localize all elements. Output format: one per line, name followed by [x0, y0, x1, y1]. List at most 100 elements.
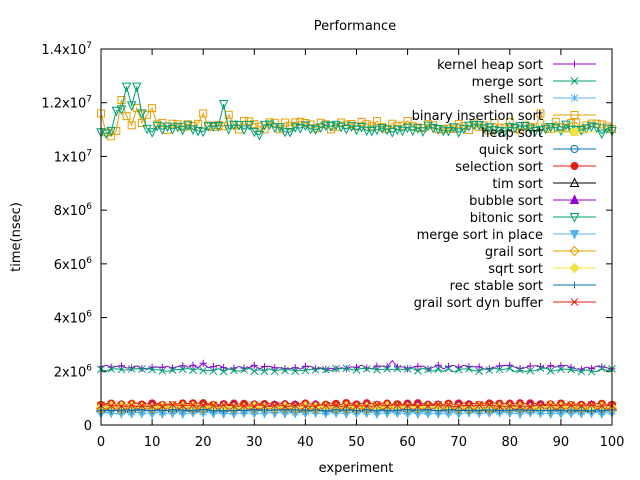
data-point: [598, 363, 606, 371]
data-point: [189, 406, 197, 414]
data-point: [223, 125, 234, 135]
data-point: [291, 401, 300, 410]
y-tick-label: 1.4x107: [41, 41, 92, 58]
data-point: [127, 365, 136, 373]
data-point: [260, 402, 269, 410]
data-point: [475, 407, 483, 415]
data-point: [397, 126, 408, 137]
data-point: [444, 406, 452, 414]
legend-label: grail sort dyn buffer: [414, 296, 544, 311]
y-tick-label: 1x107: [54, 148, 92, 165]
data-point: [551, 117, 560, 126]
data-point: [179, 362, 187, 370]
data-point: [495, 365, 504, 374]
data-point: [424, 401, 432, 410]
data-point: [321, 365, 330, 374]
legend-marker: [569, 213, 580, 223]
data-point: [148, 407, 156, 415]
data-point: [526, 402, 535, 411]
data-point: [454, 402, 463, 410]
data-point: [137, 109, 147, 120]
data-point: [342, 364, 351, 373]
legend-label: bitonic sort: [470, 211, 543, 226]
data-point: [106, 126, 117, 137]
data-point: [178, 401, 187, 410]
data-point: [546, 401, 555, 410]
data-point: [189, 361, 197, 369]
data-point: [189, 401, 197, 409]
data-point: [281, 365, 289, 373]
data-point: [117, 402, 126, 410]
y-tick-label: 0: [84, 419, 92, 434]
data-point: [250, 361, 258, 369]
x-axis-ticks: 0 10 20 30 40 50 60 70 80 90 100: [97, 49, 624, 450]
x-tick-label: 60: [399, 435, 416, 450]
data-point: [505, 364, 514, 373]
data-point: [545, 122, 556, 133]
data-point: [131, 82, 142, 93]
x-tick-label: 80: [502, 435, 519, 450]
data-point: [250, 120, 259, 129]
data-point: [407, 126, 418, 137]
data-point: [546, 366, 555, 375]
data-point: [342, 406, 350, 414]
data-point: [506, 361, 514, 369]
data-point: [495, 402, 504, 411]
data-point: [285, 127, 295, 138]
data-point: [459, 124, 469, 135]
data-point: [326, 122, 336, 132]
legend-label: merge sort in place: [417, 228, 543, 243]
data-point: [138, 365, 146, 373]
legend-label: sqrt sort: [488, 262, 543, 277]
data-point: [199, 359, 207, 367]
data-point: [250, 402, 259, 411]
data-point: [597, 402, 606, 410]
x-tick-label: 70: [450, 435, 467, 450]
data-point: [260, 125, 269, 134]
y-tick-label: 8x106: [54, 202, 93, 219]
data-point: [332, 406, 340, 414]
data-point: [373, 366, 381, 374]
legend-marker: [569, 177, 580, 187]
y-axis-ticks: 0 2x106 4x106 6x106 8x106 1x107 1.2x107 1.4x107: [41, 41, 612, 434]
data-point: [107, 407, 115, 415]
data-point: [316, 118, 325, 127]
data-point: [516, 364, 524, 372]
data-point: [567, 365, 575, 374]
data-point: [157, 125, 168, 136]
data-point: [383, 402, 392, 410]
data-point: [281, 402, 289, 411]
data-point: [209, 407, 217, 415]
data-point: [208, 121, 219, 132]
data-point: [591, 123, 602, 134]
data-point: [516, 406, 524, 414]
data-point: [438, 126, 449, 137]
legend-label: grail sort: [485, 245, 543, 260]
data-point: [576, 126, 587, 136]
data-point: [373, 400, 381, 409]
legend-marker: [569, 194, 580, 204]
data-point: [332, 401, 340, 410]
legend-marker: [571, 60, 578, 68]
data-point: [362, 120, 371, 129]
data-point: [261, 362, 269, 370]
data-point: [352, 402, 361, 411]
data-point: [353, 407, 360, 415]
data-point: [403, 365, 412, 373]
data-point: [214, 120, 223, 129]
x-tick-label: 90: [553, 435, 570, 450]
data-point: [485, 400, 494, 409]
data-point: [526, 362, 534, 370]
data-point: [413, 402, 422, 411]
x-tick-label: 30: [246, 435, 263, 450]
data-point: [414, 406, 422, 414]
data-point: [121, 82, 132, 93]
data-point: [270, 367, 279, 376]
data-point: [107, 402, 116, 410]
data-point: [117, 365, 126, 374]
legend-marker: [571, 281, 578, 289]
x-tick-label: 20: [195, 435, 212, 450]
data-point: [158, 367, 167, 375]
data-point: [577, 402, 586, 410]
data-point: [127, 121, 136, 130]
